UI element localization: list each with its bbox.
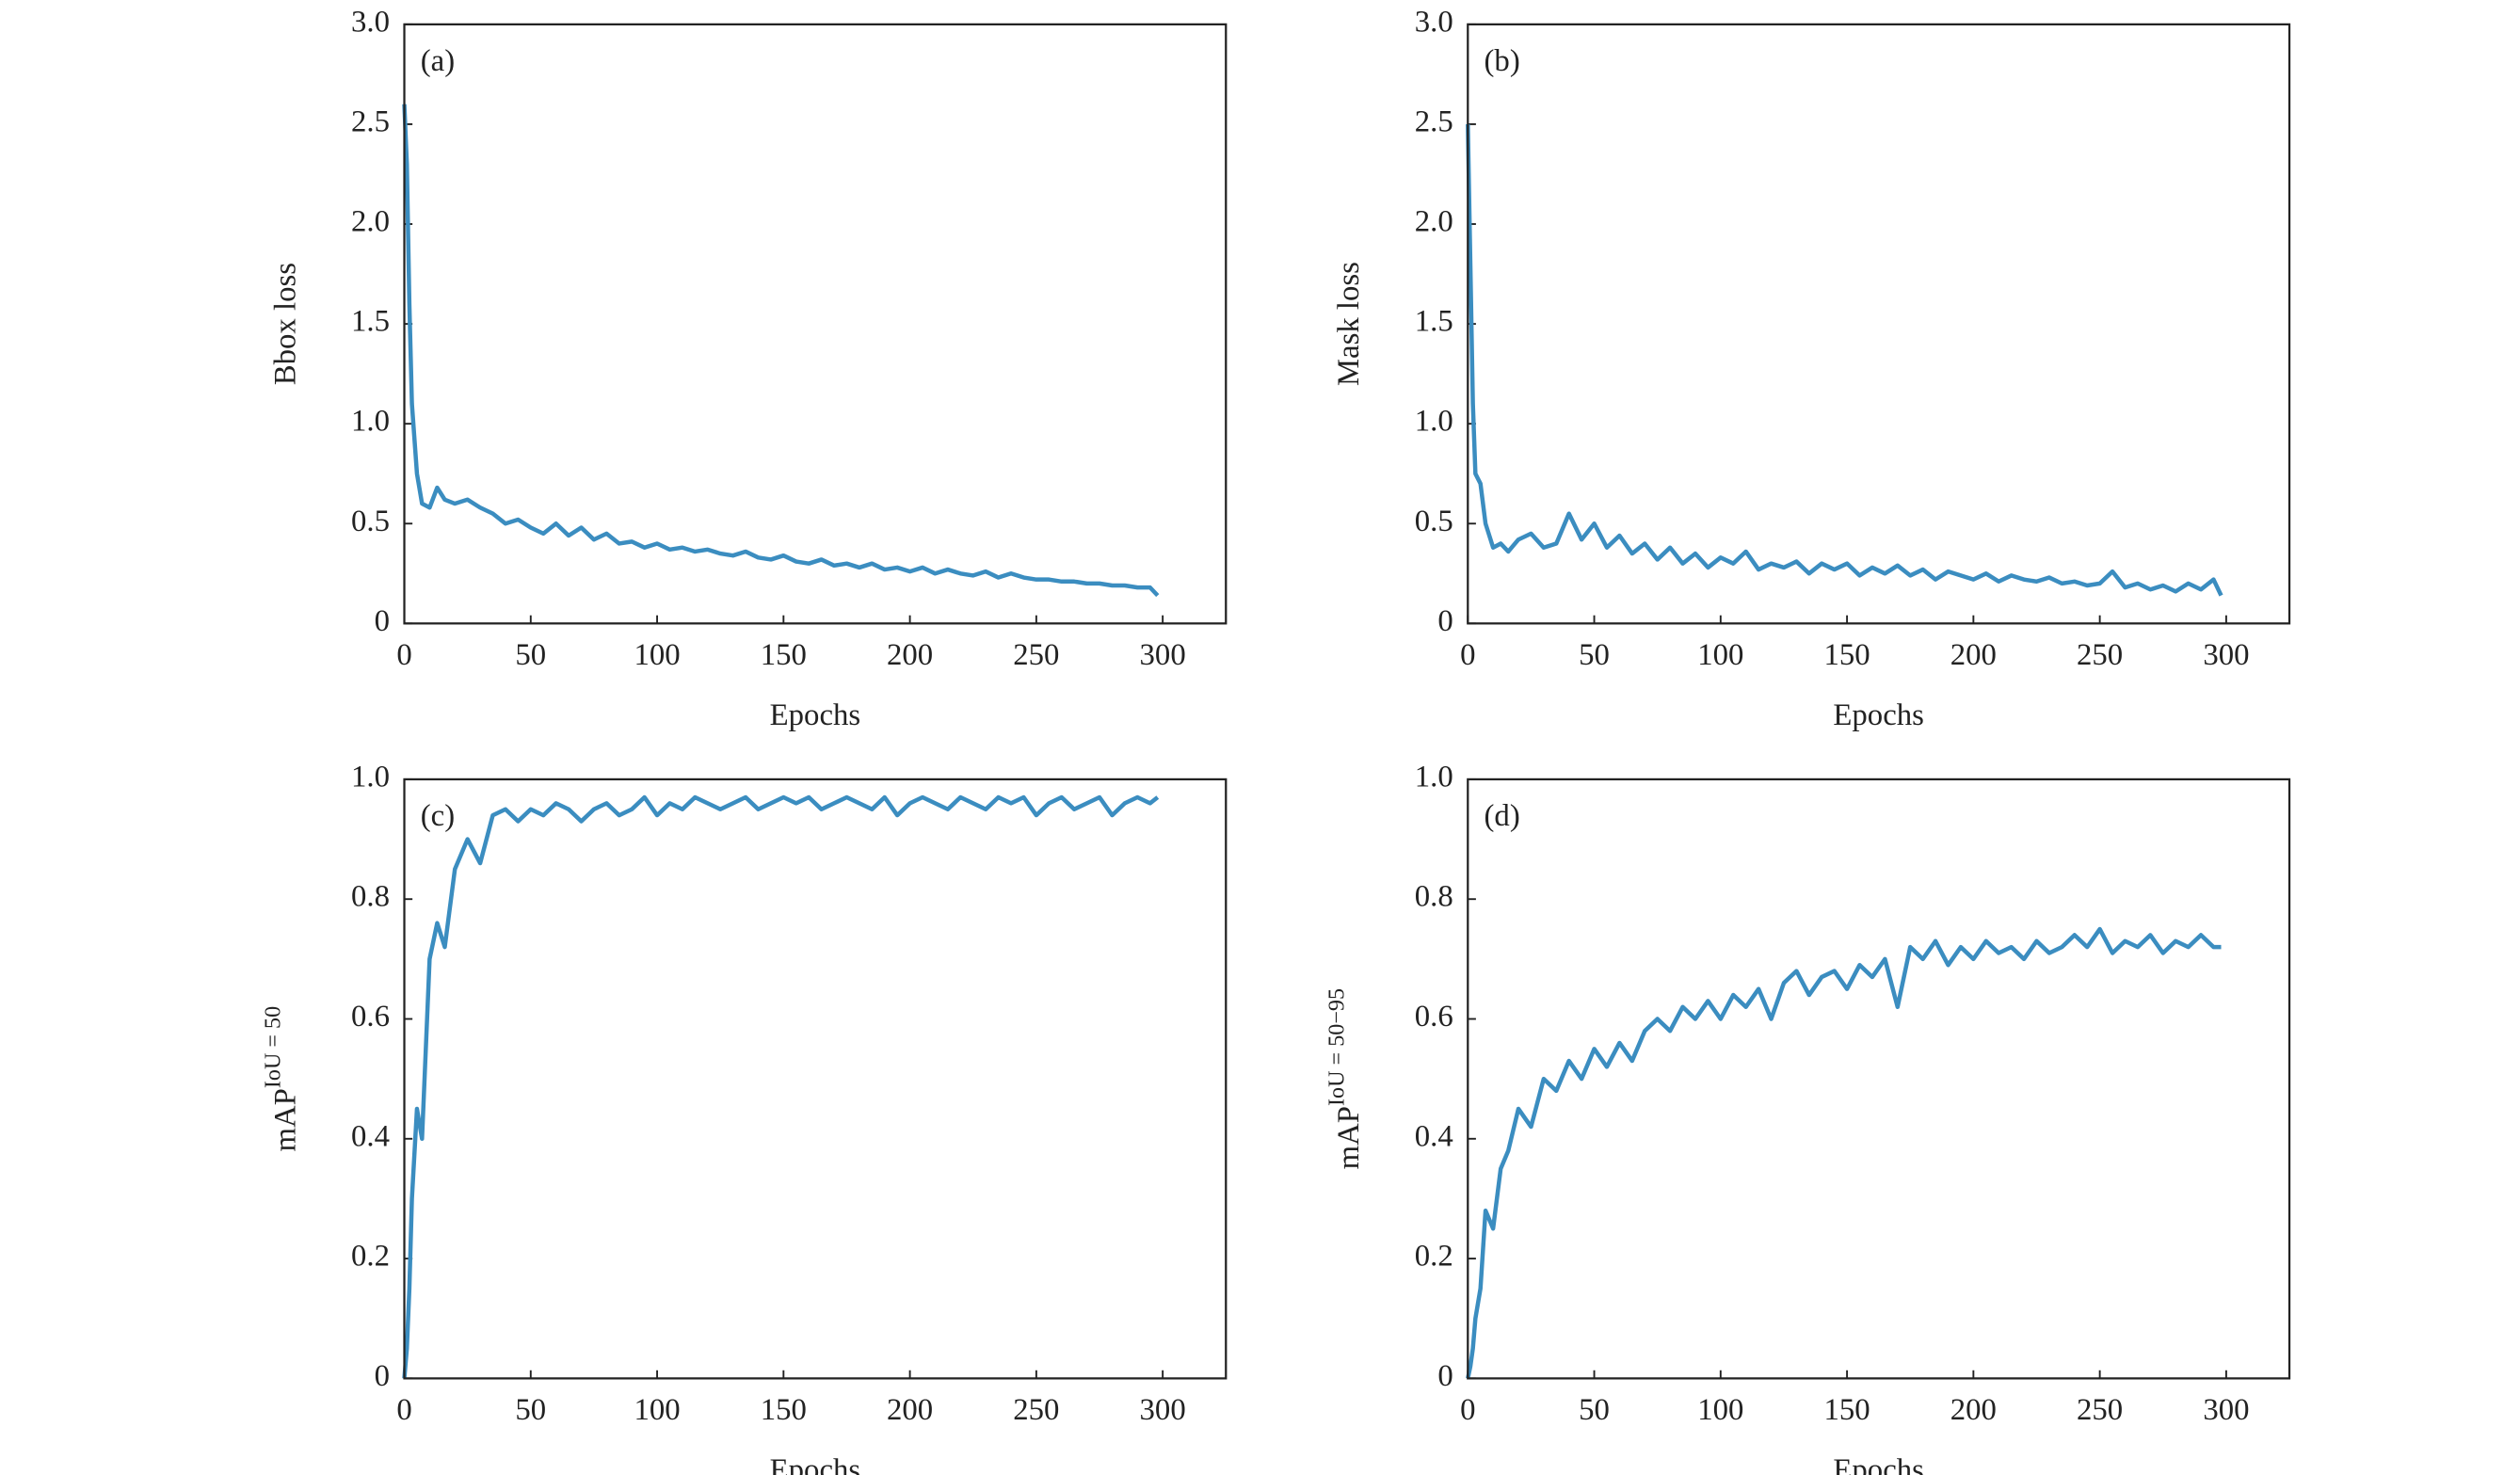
- y-axis-label-sup: IoU = 50: [260, 1006, 285, 1088]
- x-tick-label: 0: [1460, 1393, 1475, 1427]
- panel-label: (b): [1485, 44, 1520, 78]
- y-axis-label-main: mAP: [1332, 1106, 1366, 1169]
- x-tick-label: 100: [634, 638, 680, 672]
- y-tick-label: 0.8: [351, 880, 390, 914]
- x-tick-label: 150: [761, 1393, 807, 1427]
- y-tick-label: 0: [1437, 1359, 1453, 1393]
- x-tick-label: 0: [396, 638, 411, 672]
- y-axis-label-main: Bbox loss: [268, 263, 302, 385]
- y-tick-label: 1.0: [1415, 405, 1453, 439]
- y-axis-label-sup: IoU = 50−95: [1324, 988, 1349, 1106]
- x-tick-label: 0: [1460, 638, 1475, 672]
- y-tick-label: 0.8: [1415, 880, 1453, 914]
- y-tick-label: 0.4: [1415, 1119, 1453, 1153]
- y-tick-label: 0: [1437, 604, 1453, 638]
- x-tick-label: 200: [887, 1393, 933, 1427]
- x-tick-label: 150: [1824, 1393, 1870, 1427]
- x-axis-label: Epochs: [770, 698, 860, 732]
- y-axis-label: Mask loss: [1332, 262, 1366, 386]
- panel: 0 50 100 150 200 250 300 0 0.2 0.4 0.6 0.8 1.0 (d) Epo…: [1324, 760, 2291, 1475]
- y-tick-label: 0.4: [351, 1119, 390, 1153]
- y-axis-label-main: Mask loss: [1332, 262, 1366, 386]
- x-tick-label: 50: [1579, 1393, 1610, 1427]
- x-axis-label: Epochs: [1833, 1453, 1923, 1475]
- y-tick-label: 0: [375, 1359, 390, 1393]
- y-tick-label: 0.5: [351, 505, 390, 538]
- panel: 0 50 100 150 200 250 300 0 0.5 1.0 1.5 2.0 2.5 3.0 (a)…: [268, 5, 1228, 732]
- x-tick-label: 300: [2203, 1393, 2249, 1427]
- x-tick-label: 100: [634, 1393, 680, 1427]
- x-tick-label: 200: [887, 638, 933, 672]
- x-tick-label: 50: [515, 638, 546, 672]
- plot-frame: [403, 778, 1228, 1380]
- x-tick-label: 0: [396, 1393, 411, 1427]
- y-axis-label: mAPIoU = 50−95: [1324, 988, 1366, 1169]
- y-tick-label: 3.0: [351, 5, 390, 39]
- data-line: [402, 794, 1160, 1379]
- x-tick-label: 50: [1579, 638, 1610, 672]
- y-tick-label: 1.5: [351, 305, 390, 339]
- y-tick-label: 2.5: [351, 104, 390, 138]
- x-tick-label: 300: [2203, 638, 2249, 672]
- plot-frame: [1467, 23, 2291, 625]
- data-line: [1466, 123, 2223, 597]
- x-axis-label: Epochs: [1833, 698, 1923, 732]
- x-tick-label: 250: [1013, 638, 1059, 672]
- y-tick-label: 0.6: [351, 1000, 390, 1034]
- y-tick-label: 0.6: [1415, 1000, 1453, 1034]
- y-tick-label: 2.0: [351, 205, 390, 239]
- x-tick-label: 100: [1697, 1393, 1743, 1427]
- panel: 0 50 100 150 200 250 300 0 0.2 0.4 0.6 0.8 1.0 (c) Epo…: [260, 760, 1228, 1475]
- y-tick-label: 0.5: [1415, 505, 1453, 538]
- y-tick-label: 1.0: [351, 760, 390, 794]
- y-tick-label: 1.0: [351, 405, 390, 439]
- x-tick-label: 100: [1697, 638, 1743, 672]
- data-line: [1466, 926, 2222, 1379]
- plot-frame: [1467, 778, 2291, 1380]
- x-axis-label: Epochs: [770, 1453, 860, 1475]
- y-tick-label: 1.5: [1415, 305, 1453, 339]
- x-tick-label: 250: [2077, 638, 2123, 672]
- y-tick-label: 1.0: [1415, 760, 1453, 794]
- x-tick-label: 300: [1140, 638, 1186, 672]
- y-tick-label: 0.2: [351, 1240, 390, 1274]
- x-tick-label: 200: [1950, 638, 1997, 672]
- y-tick-label: 3.0: [1415, 5, 1453, 39]
- y-tick-label: 2.5: [1415, 104, 1453, 138]
- y-axis-label: mAPIoU = 50: [260, 1006, 302, 1152]
- y-tick-label: 2.0: [1415, 205, 1453, 239]
- y-tick-label: 0.2: [1415, 1240, 1453, 1274]
- x-tick-label: 300: [1140, 1393, 1186, 1427]
- panel-label: (d): [1485, 799, 1520, 833]
- x-tick-label: 250: [1013, 1393, 1059, 1427]
- plot-frame: [403, 23, 1228, 625]
- x-tick-label: 150: [1824, 638, 1870, 672]
- y-axis-label: Bbox loss: [268, 263, 302, 385]
- panel-label: (a): [421, 44, 455, 78]
- x-tick-label: 200: [1950, 1393, 1997, 1427]
- data-line: [402, 104, 1160, 598]
- y-tick-label: 0: [375, 604, 390, 638]
- x-tick-label: 150: [761, 638, 807, 672]
- panel-label: (c): [421, 799, 455, 833]
- panel: 0 50 100 150 200 250 300 0 0.5 1.0 1.5 2.0 2.5 3.0 (b)…: [1332, 5, 2291, 732]
- y-axis-label-main: mAP: [268, 1088, 302, 1151]
- x-tick-label: 50: [515, 1393, 546, 1427]
- x-tick-label: 250: [2077, 1393, 2123, 1427]
